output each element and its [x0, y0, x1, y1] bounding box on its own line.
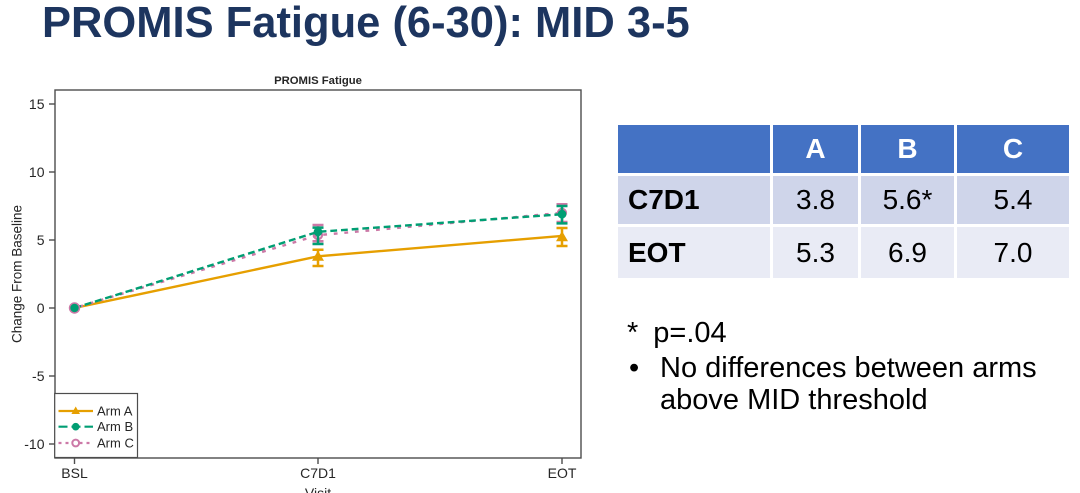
svg-text:0: 0 [37, 300, 45, 316]
svg-text:BSL: BSL [61, 465, 88, 481]
svg-text:Change From Baseline: Change From Baseline [10, 205, 25, 343]
svg-text:10: 10 [29, 164, 45, 180]
svg-text:Visit: Visit [305, 485, 331, 493]
svg-text:15: 15 [29, 96, 45, 112]
svg-text:Arm A: Arm A [97, 404, 133, 419]
svg-text:PROMIS Fatigue: PROMIS Fatigue [274, 75, 362, 87]
svg-text:EOT: EOT [548, 465, 577, 481]
svg-text:C7D1: C7D1 [300, 465, 336, 481]
svg-text:-10: -10 [24, 436, 44, 452]
svg-text:Arm B: Arm B [97, 419, 133, 434]
svg-text:-5: -5 [32, 368, 45, 384]
svg-text:5: 5 [37, 232, 45, 248]
svg-text:Arm C: Arm C [97, 436, 134, 451]
